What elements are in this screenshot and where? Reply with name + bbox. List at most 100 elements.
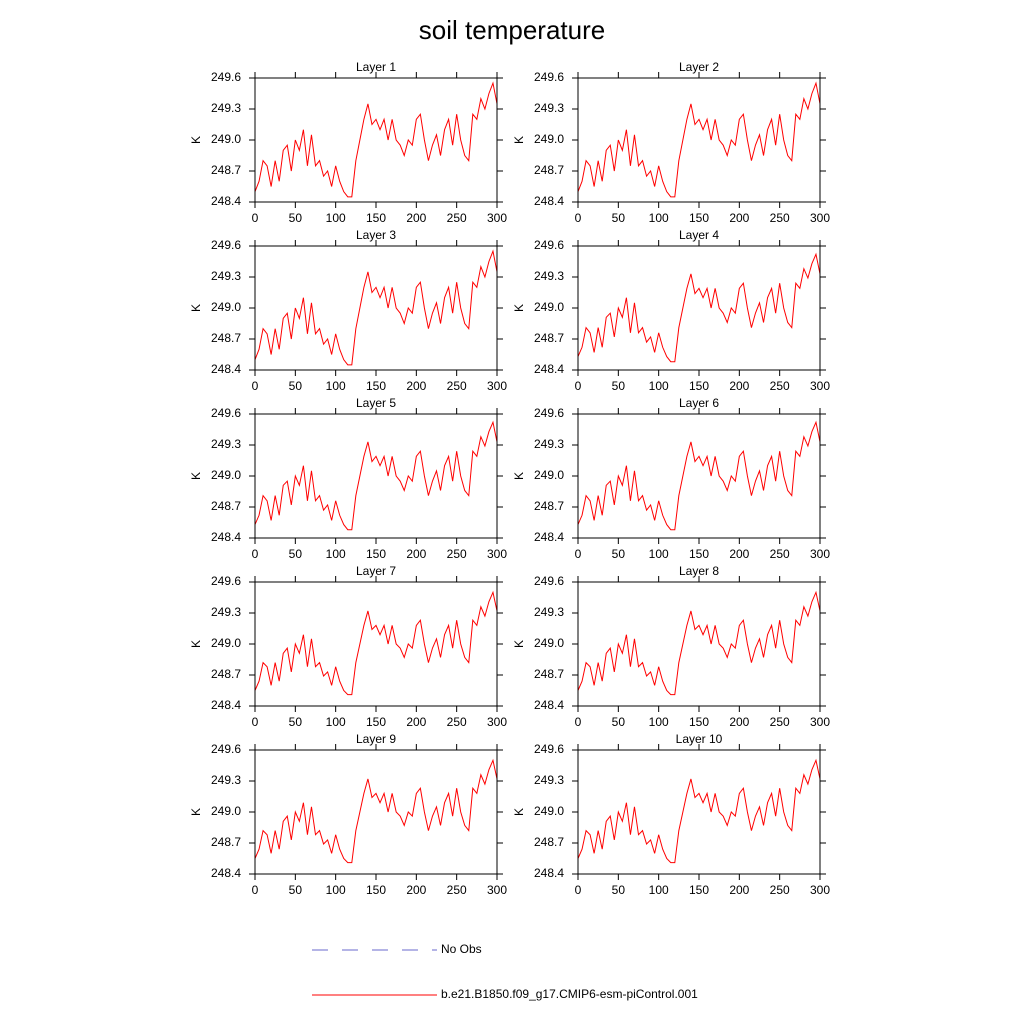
x-tick-label: 150 <box>366 379 386 393</box>
x-tick-label: 0 <box>252 379 259 393</box>
y-tick-label: 249.6 <box>534 406 564 420</box>
x-tick-label: 300 <box>810 379 830 393</box>
y-tick-label: 249.6 <box>211 406 241 420</box>
x-tick-label: 0 <box>575 379 582 393</box>
plot-frame <box>577 581 821 707</box>
x-tick-label: 0 <box>252 715 259 729</box>
y-tick-label: 249.0 <box>211 468 241 482</box>
x-tick-label: 150 <box>689 883 709 897</box>
x-tick-label: 250 <box>447 379 467 393</box>
y-tick-label: 248.4 <box>534 530 564 544</box>
y-tick-label: 249.0 <box>534 300 564 314</box>
x-tick-label: 150 <box>366 883 386 897</box>
x-tick-label: 50 <box>612 715 626 729</box>
y-tick-label: 248.7 <box>534 163 564 177</box>
x-tick-label: 200 <box>406 883 426 897</box>
panel-title: Layer 10 <box>676 732 723 746</box>
x-tick-label: 250 <box>770 379 790 393</box>
y-tick-label: 248.7 <box>211 331 241 345</box>
y-tick-label: 248.4 <box>211 362 241 376</box>
y-tick-label: 249.3 <box>534 101 564 115</box>
legend-label: No Obs <box>441 942 482 956</box>
data-line <box>254 249 498 366</box>
x-tick-label: 150 <box>366 715 386 729</box>
x-tick-label: 200 <box>406 379 426 393</box>
x-tick-label: 200 <box>406 547 426 561</box>
x-tick-label: 250 <box>770 211 790 225</box>
y-tick-label: 249.6 <box>211 238 241 252</box>
y-tick-label: 248.4 <box>211 698 241 712</box>
x-tick-label: 0 <box>252 883 259 897</box>
x-tick-label: 300 <box>810 211 830 225</box>
x-tick-label: 250 <box>770 547 790 561</box>
plot-frame <box>254 749 498 875</box>
x-tick-label: 100 <box>326 883 346 897</box>
y-tick-label: 249.3 <box>534 269 564 283</box>
x-tick-label: 0 <box>575 547 582 561</box>
y-tick-label: 248.4 <box>211 194 241 208</box>
y-axis-label: K <box>189 808 203 816</box>
x-tick-label: 300 <box>487 883 507 897</box>
x-tick-label: 100 <box>649 883 669 897</box>
x-tick-label: 50 <box>289 547 303 561</box>
y-tick-label: 249.6 <box>534 574 564 588</box>
y-axis-label: K <box>189 136 203 144</box>
x-tick-label: 250 <box>447 715 467 729</box>
y-tick-label: 248.7 <box>534 835 564 849</box>
figure-title: soil temperature <box>419 15 605 45</box>
y-tick-label: 249.6 <box>211 574 241 588</box>
y-axis-label: K <box>512 136 526 144</box>
x-tick-label: 50 <box>289 379 303 393</box>
plot-frame <box>254 245 498 371</box>
y-tick-label: 248.4 <box>534 866 564 880</box>
x-tick-label: 100 <box>649 211 669 225</box>
x-tick-label: 250 <box>447 211 467 225</box>
plot-frame <box>254 413 498 539</box>
x-tick-label: 100 <box>326 547 346 561</box>
panel-title: Layer 2 <box>679 60 719 74</box>
x-tick-label: 50 <box>612 379 626 393</box>
x-tick-label: 300 <box>810 547 830 561</box>
x-tick-label: 200 <box>729 547 749 561</box>
x-tick-label: 0 <box>575 211 582 225</box>
y-tick-label: 248.7 <box>211 499 241 513</box>
x-tick-label: 300 <box>487 379 507 393</box>
panel-title: Layer 6 <box>679 396 719 410</box>
x-tick-label: 150 <box>689 211 709 225</box>
x-tick-label: 250 <box>447 547 467 561</box>
y-tick-label: 249.0 <box>211 804 241 818</box>
x-tick-label: 0 <box>575 715 582 729</box>
x-tick-label: 100 <box>649 715 669 729</box>
y-tick-label: 248.4 <box>534 698 564 712</box>
x-tick-label: 50 <box>612 547 626 561</box>
y-tick-label: 249.3 <box>211 269 241 283</box>
y-tick-label: 249.0 <box>534 804 564 818</box>
panel-title: Layer 7 <box>356 564 396 578</box>
y-tick-label: 249.6 <box>534 70 564 84</box>
x-tick-label: 200 <box>729 883 749 897</box>
y-tick-label: 249.0 <box>534 132 564 146</box>
x-tick-label: 300 <box>487 715 507 729</box>
y-tick-label: 249.6 <box>534 742 564 756</box>
y-tick-label: 249.3 <box>211 437 241 451</box>
data-line <box>577 81 821 198</box>
x-tick-label: 100 <box>326 211 346 225</box>
y-tick-label: 249.3 <box>211 101 241 115</box>
y-tick-label: 248.4 <box>211 866 241 880</box>
y-tick-label: 248.7 <box>211 163 241 177</box>
y-axis-label: K <box>512 640 526 648</box>
x-tick-label: 200 <box>406 211 426 225</box>
x-tick-label: 100 <box>326 379 346 393</box>
plot-frame <box>577 413 821 539</box>
y-tick-label: 249.0 <box>534 468 564 482</box>
x-tick-label: 50 <box>612 883 626 897</box>
y-tick-label: 249.0 <box>211 300 241 314</box>
y-tick-label: 249.6 <box>211 70 241 84</box>
y-tick-label: 249.6 <box>534 238 564 252</box>
data-line <box>577 420 821 531</box>
y-tick-label: 248.7 <box>211 835 241 849</box>
x-tick-label: 100 <box>326 715 346 729</box>
x-tick-label: 300 <box>487 547 507 561</box>
y-tick-label: 249.3 <box>534 605 564 619</box>
